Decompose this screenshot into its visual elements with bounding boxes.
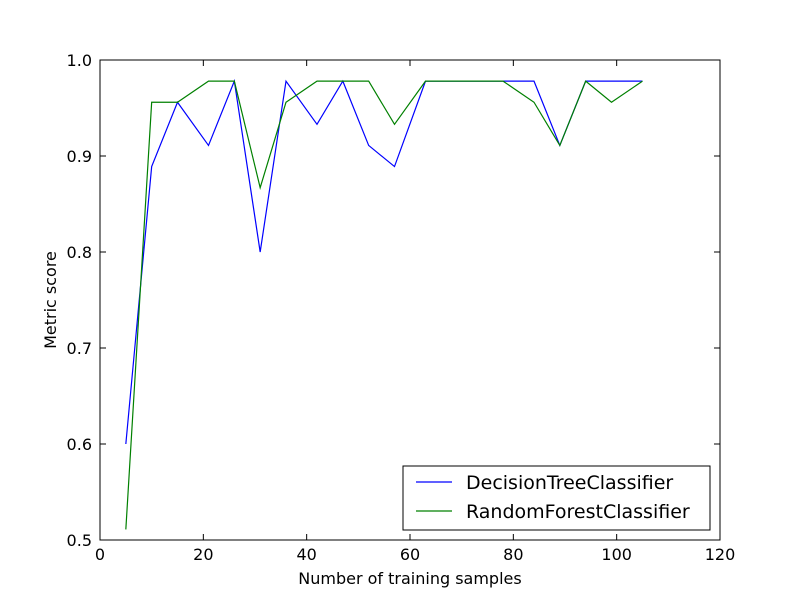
y-axis-ticks [100, 59, 720, 541]
x-axis-tick-labels: 0 20 40 60 80 100 120 [95, 545, 735, 564]
y-tick-label: 0.7 [67, 339, 92, 358]
legend-label-random-forest: RandomForestClassifier [466, 501, 690, 523]
x-tick-label: 80 [503, 545, 523, 564]
x-axis-label: Number of training samples [298, 569, 521, 588]
x-tick-label: 20 [193, 545, 213, 564]
legend-box [402, 465, 711, 531]
series-line-1 [125, 80, 643, 530]
series-line-0 [125, 78, 643, 445]
y-tick-label: 1.0 [67, 51, 92, 70]
plot-lines [125, 78, 643, 530]
x-tick-label: 40 [296, 545, 316, 564]
legend-label-decision-tree: DecisionTreeClassifier [466, 472, 673, 494]
x-axis-ticks [99, 60, 721, 540]
legend: DecisionTreeClassifier RandomForestClass… [402, 465, 711, 531]
x-tick-label: 100 [601, 545, 632, 564]
x-tick-label: 120 [705, 545, 736, 564]
y-axis-label: Metric score [41, 251, 60, 349]
y-tick-label: 0.8 [67, 243, 92, 262]
y-axis-tick-labels: 0.5 0.6 0.7 0.8 0.9 1.0 [67, 51, 92, 550]
y-tick-label: 0.5 [67, 531, 92, 550]
y-tick-label: 0.6 [67, 435, 92, 454]
x-tick-label: 0 [95, 545, 105, 564]
x-tick-label: 60 [400, 545, 420, 564]
y-tick-label: 0.9 [67, 147, 92, 166]
